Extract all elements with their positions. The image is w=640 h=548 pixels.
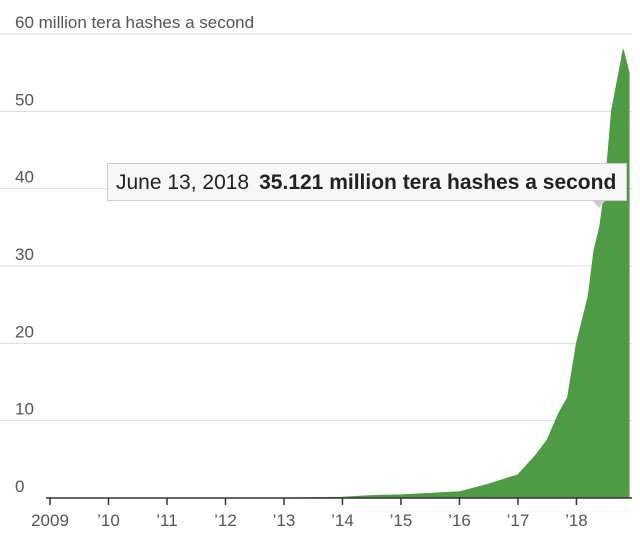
x-tick-label-’12: ’12 <box>214 511 237 530</box>
x-tick-label-’10: ’10 <box>97 511 120 530</box>
x-tick-label-2009: 2009 <box>31 511 69 530</box>
x-tick-label-’16: ’16 <box>448 511 471 530</box>
tooltip-date: June 13, 2018 <box>116 171 250 194</box>
y-axis-title: 60 million tera hashes a second <box>15 13 254 32</box>
hover-tooltip: June 13, 2018 35.121 million tera hashes … <box>107 163 627 201</box>
x-axis: 2009 ’10 ’11 ’12 ’13 ’14 ’15 ’16 ’17 ’18 <box>31 497 632 530</box>
x-tick-label-’18: ’18 <box>565 511 588 530</box>
y-tick-label-40: 40 <box>15 168 34 187</box>
y-tick-label-0: 0 <box>15 477 24 496</box>
x-tick-label-’11: ’11 <box>156 511 177 530</box>
x-tick-label-’13: ’13 <box>273 511 296 530</box>
tooltip-value: 35.121 million tera hashes a second <box>259 171 617 194</box>
x-tick-label-’17: ’17 <box>507 511 530 530</box>
x-tick-label-’14: ’14 <box>331 511 354 530</box>
y-tick-label-50: 50 <box>15 90 34 109</box>
area-layer <box>50 49 630 499</box>
tooltip-pointer <box>592 200 606 208</box>
y-tick-label-10: 10 <box>15 400 34 419</box>
y-tick-label-20: 20 <box>15 322 34 341</box>
y-axis-labels: 0 10 20 30 40 50 60 million tera hashes a seco… <box>15 13 254 496</box>
hashrate-area <box>50 49 630 499</box>
y-tick-label-30: 30 <box>15 245 34 264</box>
x-tick-label-’15: ’15 <box>390 511 413 530</box>
grid-lines <box>0 33 632 422</box>
